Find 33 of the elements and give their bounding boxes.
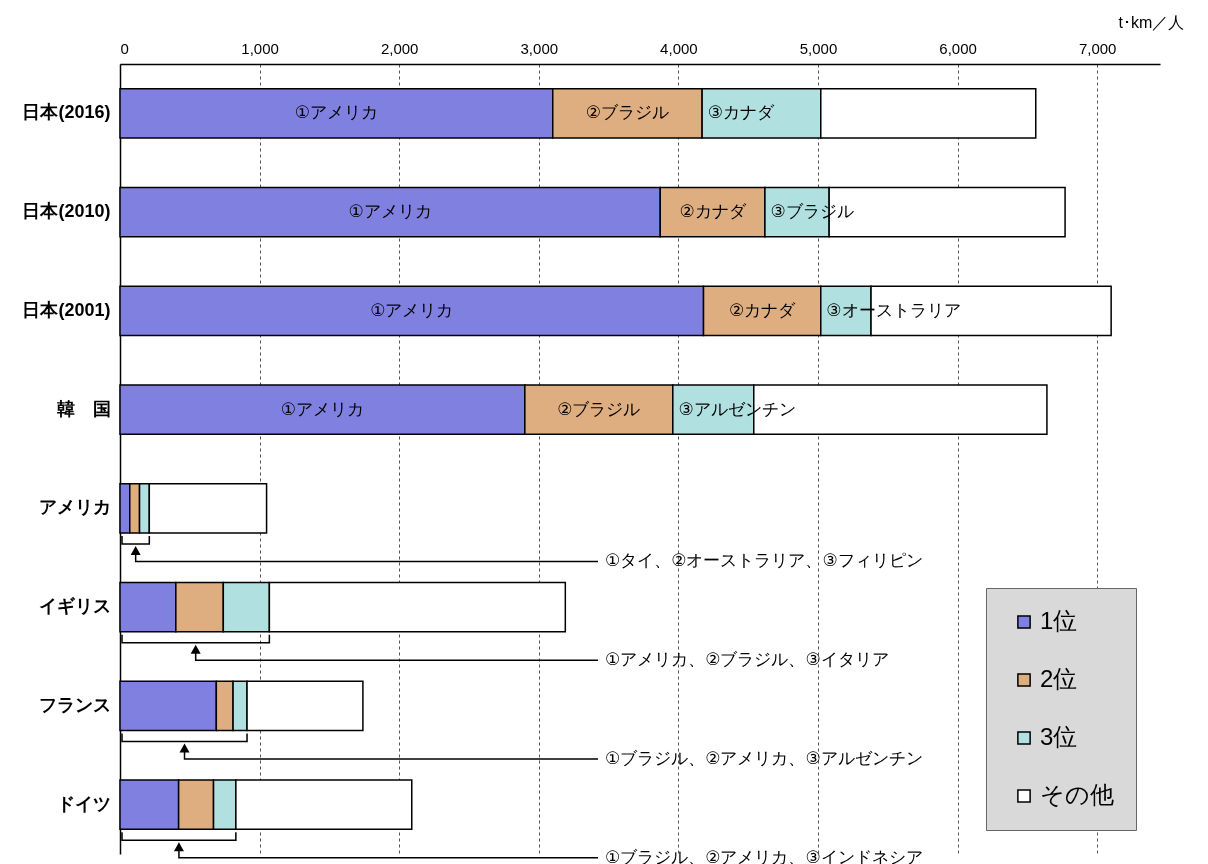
y-tick-label: 日本(2016) xyxy=(22,102,111,123)
y-tick-label: 韓 国 xyxy=(56,398,111,419)
data-label: ①アメリカ xyxy=(280,399,365,419)
legend-label: その他 xyxy=(1040,781,1114,808)
x-tick-label: 2,000 xyxy=(380,39,419,57)
annotation: ①アメリカ、②ブラジル、③イタリア xyxy=(605,650,889,670)
x-tick-label: 1,000 xyxy=(241,39,279,57)
x-tick-label: 0 xyxy=(120,39,129,57)
y-tick-label: 日本(2010) xyxy=(22,201,111,222)
annotation: ①ブラジル、②アメリカ、③アルゼンチン xyxy=(605,748,923,768)
data-label: ②ブラジル xyxy=(585,103,670,123)
data-label: ②カナダ xyxy=(679,202,747,222)
data-label: ①アメリカ xyxy=(348,202,432,222)
annotation: ①タイ、②オーストラリア、③フィリピン xyxy=(605,551,923,571)
legend-label: 1位 xyxy=(1040,607,1078,634)
x-axis-title: t･km／人 xyxy=(1118,13,1185,31)
y-tick-label: イギリス xyxy=(38,596,111,617)
legend-label: 3位 xyxy=(1040,723,1078,750)
x-tick-label: 5,000 xyxy=(799,39,838,57)
y-tick-label: 日本(2001) xyxy=(22,299,111,320)
x-tick-label: 4,000 xyxy=(660,39,698,57)
data-label: ①アメリカ xyxy=(294,103,378,123)
y-tick-label: フランス xyxy=(38,694,111,715)
legend-label: 2位 xyxy=(1040,665,1078,692)
x-tick-label: 6,000 xyxy=(939,39,977,57)
x-tick-label: 7,000 xyxy=(1078,39,1117,57)
data-label: ②カナダ xyxy=(729,300,797,320)
y-tick-label: アメリカ xyxy=(38,497,111,518)
x-tick-label: 3,000 xyxy=(520,39,559,57)
data-label: ①アメリカ xyxy=(370,300,454,320)
y-tick-label: ドイツ xyxy=(56,793,111,814)
data-label: ③カナダ xyxy=(707,103,775,123)
data-label: ②ブラジル xyxy=(557,399,641,419)
